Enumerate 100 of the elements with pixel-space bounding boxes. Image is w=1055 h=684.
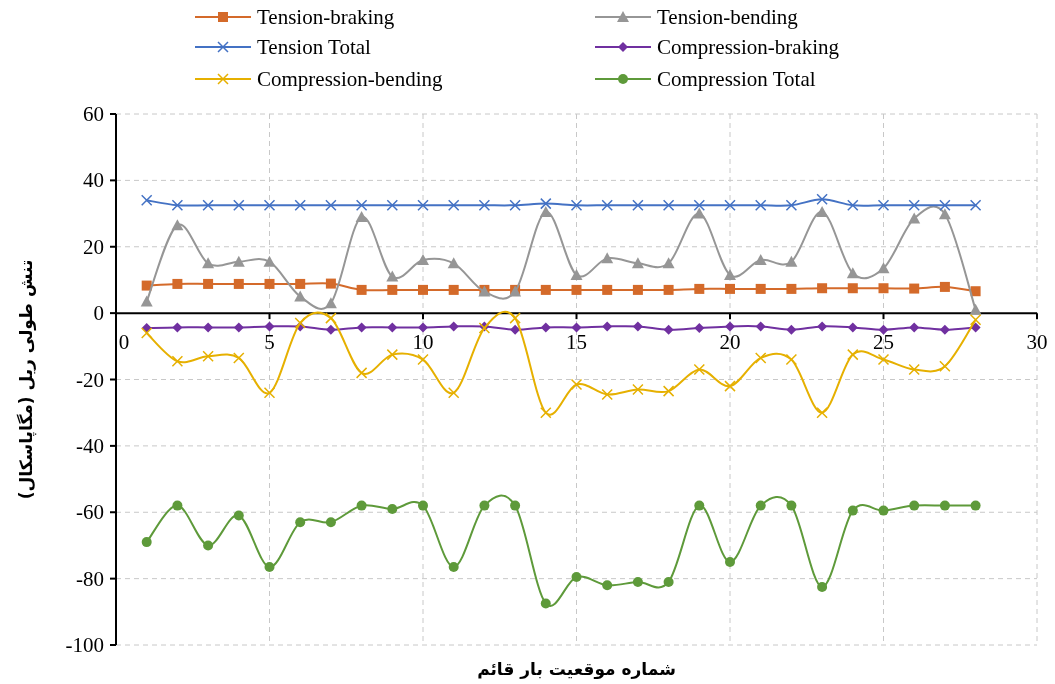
point [294, 317, 306, 329]
point [847, 348, 859, 361]
point [540, 406, 552, 419]
point [939, 360, 951, 372]
y-axis-title: تنش طولی ریل (مگاپاسکال) [16, 259, 37, 500]
point [172, 500, 183, 511]
point [939, 199, 951, 212]
point [140, 295, 153, 307]
point [601, 252, 614, 264]
point [969, 314, 982, 326]
point [602, 580, 613, 591]
point [264, 321, 275, 332]
point [877, 353, 890, 366]
point [632, 199, 644, 212]
x-tick-label: 30 [1026, 330, 1048, 355]
point [510, 324, 521, 335]
point [172, 322, 183, 333]
point [816, 406, 828, 419]
point [663, 324, 674, 335]
point [387, 503, 398, 514]
point [969, 199, 982, 212]
point [908, 363, 920, 376]
point [908, 212, 921, 224]
point [355, 199, 368, 212]
point [325, 199, 337, 212]
point [203, 322, 214, 333]
point [693, 207, 706, 219]
point [694, 323, 705, 334]
point [754, 254, 767, 266]
point [662, 385, 675, 397]
point [602, 321, 613, 332]
point [447, 199, 460, 212]
point [448, 562, 459, 573]
point [233, 352, 245, 364]
point [632, 576, 643, 587]
point [203, 278, 214, 289]
x-axis-title: شماره موقعیت بار قائم [477, 659, 676, 680]
point [724, 268, 736, 280]
point [264, 278, 275, 289]
point [202, 199, 214, 212]
point [938, 208, 951, 220]
legend-label: Compression-bending [257, 67, 443, 91]
point [356, 500, 367, 511]
y-tick-label: -20 [76, 367, 104, 392]
point [816, 205, 829, 217]
point [448, 321, 459, 332]
point [263, 387, 276, 399]
point [754, 199, 767, 212]
y-tick-label: -40 [76, 433, 104, 458]
point [909, 500, 920, 511]
point [786, 500, 797, 511]
point [785, 353, 798, 366]
x-tick-label: 15 [566, 330, 587, 355]
point [754, 352, 767, 364]
point [325, 324, 336, 335]
point [816, 193, 828, 206]
x-tick-label: 5 [264, 330, 275, 355]
point [233, 278, 244, 289]
y-tick-label: -100 [65, 633, 104, 657]
point [417, 254, 429, 266]
x-tick-label: 20 [719, 330, 741, 355]
point [877, 199, 890, 212]
point [141, 537, 152, 548]
point [632, 383, 644, 396]
point [387, 284, 398, 295]
point [295, 517, 306, 528]
point [447, 387, 460, 399]
point [908, 199, 920, 212]
point [878, 505, 889, 516]
point [663, 576, 674, 587]
legend-label: Tension-braking [257, 5, 395, 29]
point [386, 270, 399, 282]
point [755, 283, 766, 294]
point [725, 321, 735, 332]
y-tick-label: -60 [76, 500, 104, 525]
point [356, 322, 367, 333]
point [571, 571, 582, 582]
point [233, 510, 244, 521]
point [847, 505, 858, 516]
legend-label: Compression-braking [657, 35, 840, 59]
point [878, 283, 889, 294]
point [325, 312, 337, 324]
point [817, 321, 828, 332]
x-tick-label: 0 [118, 330, 130, 355]
point [939, 281, 950, 292]
point [662, 199, 675, 212]
point [478, 199, 491, 212]
x-tick-label: 10 [412, 330, 434, 355]
point [263, 199, 276, 212]
point [970, 500, 981, 511]
point [570, 268, 583, 280]
point [356, 284, 367, 295]
point [202, 350, 214, 363]
legend-label: Compression Total [657, 67, 816, 91]
point [785, 199, 798, 212]
point [694, 283, 705, 294]
legend-label: Tension-bending [657, 5, 799, 29]
point [694, 500, 705, 511]
point [387, 322, 398, 333]
point [693, 199, 706, 212]
